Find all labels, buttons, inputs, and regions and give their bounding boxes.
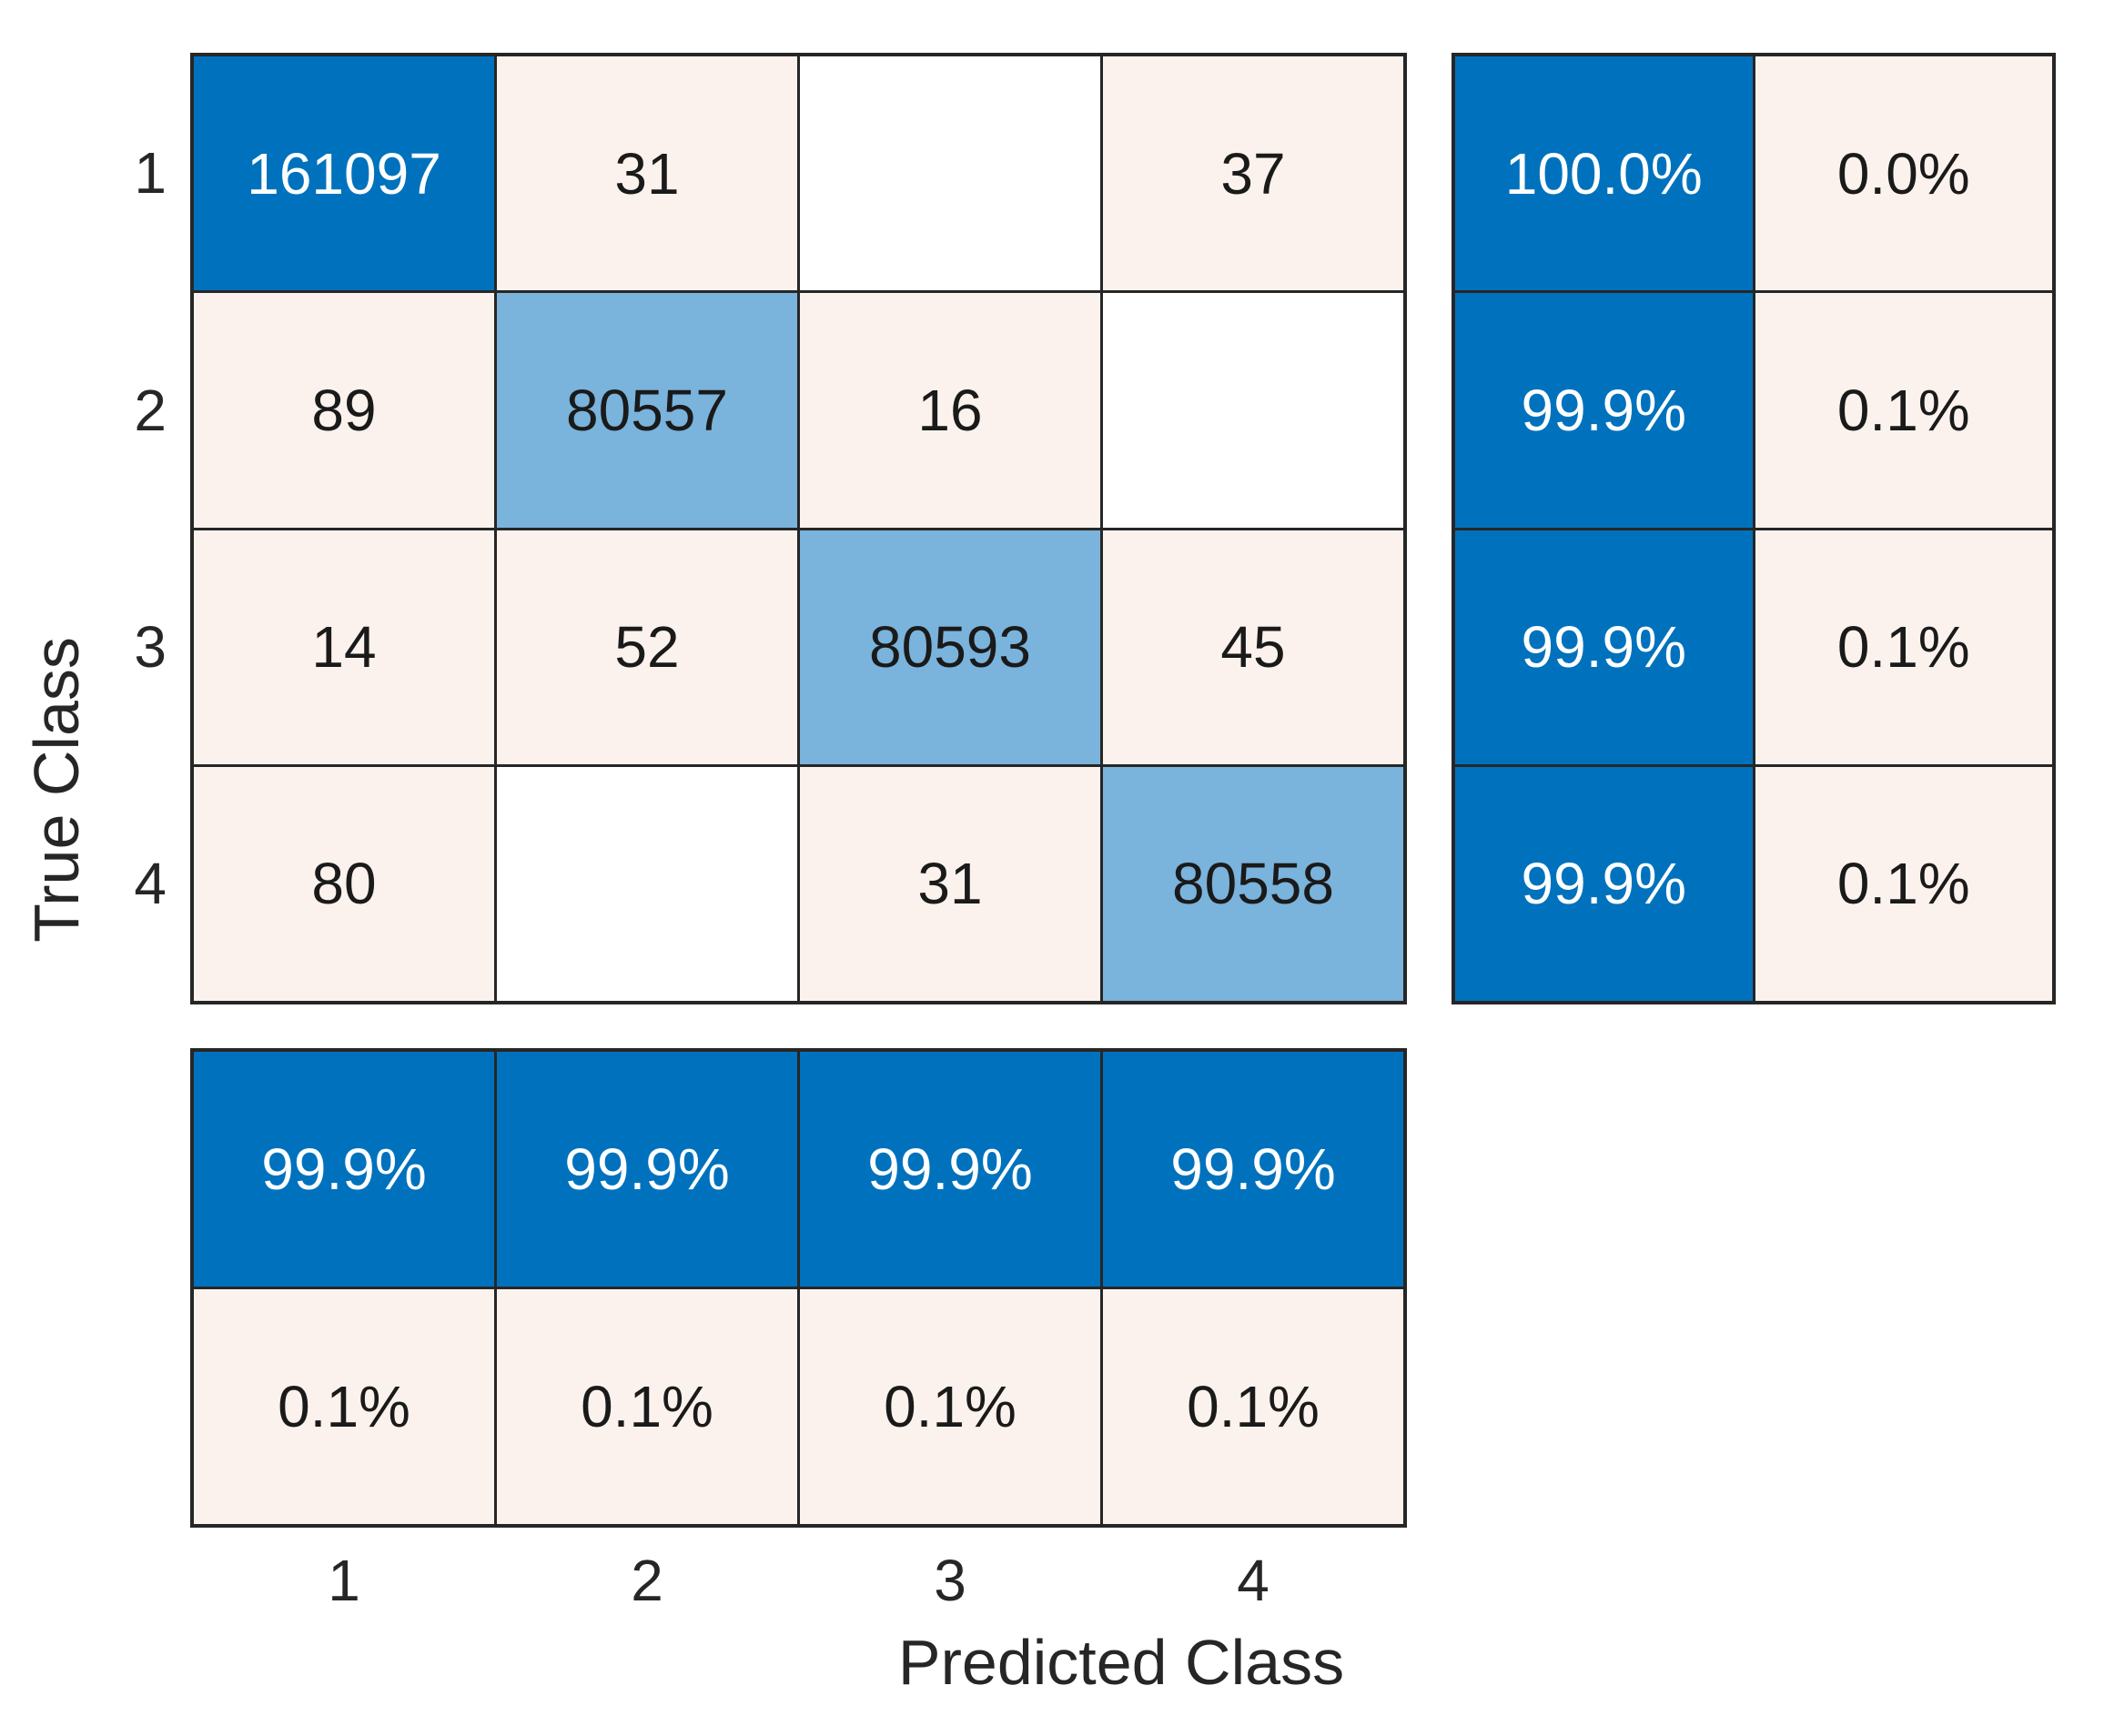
column-summary-grid: 99.9% 99.9% 99.9% 99.9% 0.1% 0.1% 0.1% 0.1% [190, 1048, 1407, 1528]
matrix-cell-r4c2 [497, 766, 797, 1001]
col-summary-cell-r1c2: 99.9% [497, 1052, 797, 1287]
y-tick-label-3: 3 [134, 614, 167, 680]
matrix-cell-r2c3: 16 [800, 293, 1100, 528]
matrix-cell-r4c3: 31 [800, 766, 1100, 1001]
matrix-cell-r1c2: 31 [497, 56, 797, 291]
row-summary-grid: 100.0% 0.0% 99.9% 0.1% 99.9% 0.1% 99.9% 0.1% [1452, 53, 2056, 1004]
row-summary-cell-r1c1: 100.0% [1455, 56, 1753, 291]
row-summary-cell-r3c1: 99.9% [1455, 530, 1753, 764]
matrix-cell-r4c4: 80558 [1103, 766, 1403, 1001]
row-summary-cell-r4c2: 0.1% [1755, 766, 2052, 1001]
matrix-cell-r2c4 [1103, 293, 1403, 528]
matrix-cell-r2c2: 80557 [497, 293, 797, 528]
row-summary-cell-r2c1: 99.9% [1455, 293, 1753, 528]
y-tick-label-4: 4 [134, 851, 167, 916]
matrix-cell-r3c3: 80593 [800, 530, 1100, 764]
confusion-matrix-grid: 161097 31 37 89 80557 16 14 52 80593 45 80 31 80558 [190, 53, 1407, 1004]
matrix-cell-r3c4: 45 [1103, 530, 1403, 764]
x-tick-label-2: 2 [631, 1548, 663, 1613]
matrix-cell-r1c3 [800, 56, 1100, 291]
col-summary-cell-r2c2: 0.1% [497, 1289, 797, 1524]
matrix-cell-r2c1: 89 [194, 293, 494, 528]
matrix-cell-r1c1: 161097 [194, 56, 494, 291]
row-summary-cell-r3c2: 0.1% [1755, 530, 2052, 764]
col-summary-cell-r1c1: 99.9% [194, 1052, 494, 1287]
y-tick-label-1: 1 [134, 140, 167, 206]
y-tick-label-2: 2 [134, 378, 167, 443]
matrix-cell-r3c1: 14 [194, 530, 494, 764]
row-summary-cell-r4c1: 99.9% [1455, 766, 1753, 1001]
col-summary-cell-r2c3: 0.1% [800, 1289, 1100, 1524]
col-summary-cell-r1c4: 99.9% [1103, 1052, 1403, 1287]
row-summary-cell-r1c2: 0.0% [1755, 56, 2052, 291]
x-tick-label-1: 1 [328, 1548, 360, 1613]
matrix-cell-r3c2: 52 [497, 530, 797, 764]
col-summary-cell-r2c1: 0.1% [194, 1289, 494, 1524]
x-axis-label: Predicted Class [897, 1627, 1345, 1698]
row-summary-cell-r2c2: 0.1% [1755, 293, 2052, 528]
matrix-cell-r4c1: 80 [194, 766, 494, 1001]
matrix-cell-r1c4: 37 [1103, 56, 1403, 291]
x-tick-label-4: 4 [1237, 1548, 1269, 1613]
x-tick-label-3: 3 [934, 1548, 966, 1613]
y-axis-label: True Class [21, 637, 92, 943]
col-summary-cell-r2c4: 0.1% [1103, 1289, 1403, 1524]
col-summary-cell-r1c3: 99.9% [800, 1052, 1100, 1287]
